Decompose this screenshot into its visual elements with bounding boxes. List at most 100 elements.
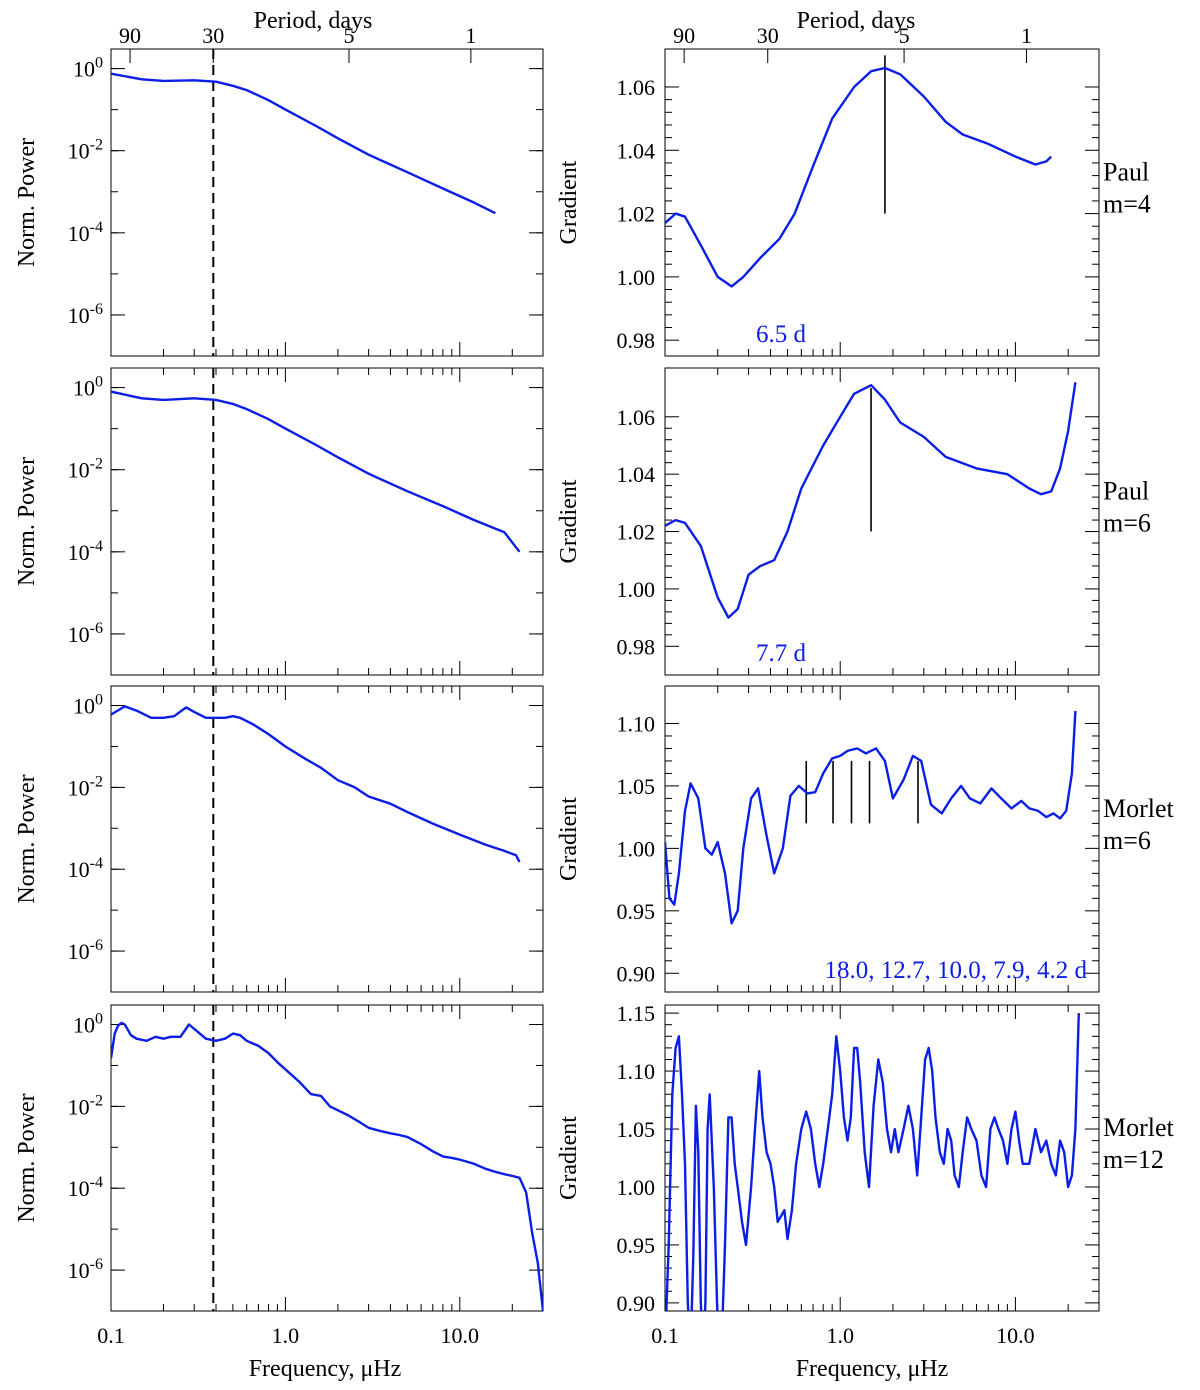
- top-axis-tick-label-left: 30: [202, 23, 224, 48]
- top-axis-title-right: Period, days: [797, 8, 916, 34]
- top-axis-title-left: Period, days: [254, 8, 373, 34]
- gradient-y-axis-title: Gradient: [556, 797, 582, 881]
- power-panel-frame: [110, 1004, 544, 1312]
- period-annotation: 6.5 d: [756, 321, 807, 348]
- power-y-tick-label: 100: [73, 374, 103, 401]
- power-curve: [111, 705, 521, 863]
- power-y-tick-label: 10-4: [68, 1174, 103, 1201]
- power-y-tick-label: 10-4: [68, 219, 103, 246]
- gradient-y-tick-label: 0.90: [617, 961, 656, 986]
- wavelet-order-label: m=6: [1103, 826, 1151, 855]
- gradient-panel-frame: [664, 1004, 1100, 1312]
- gradient-curve: [665, 66, 1053, 288]
- gradient-y-tick-label: 1.10: [617, 711, 656, 736]
- period-annotation: 18.0, 12.7, 10.0, 7.9, 4.2 d: [825, 957, 1088, 984]
- power-panel-frame: [110, 48, 544, 357]
- power-y-tick-label: 10-2: [68, 773, 103, 800]
- gradient-y-tick-label: 1.00: [617, 1175, 656, 1200]
- power-y-tick-label: 100: [73, 1011, 103, 1038]
- gradient-y-tick-label: 1.04: [617, 462, 656, 487]
- power-y-axis-title: Norm. Power: [14, 1093, 40, 1222]
- gradient-y-tick-label: 1.06: [617, 75, 656, 100]
- gradient-panel-4: 0.1 1.0 10.0 1.15 1.10 1.05 1.00 0.95 0.90 Gradie…: [556, 1001, 1175, 1348]
- gradient-panel-3: 1.10 1.05 1.00 0.95 0.90 Gradient 18.0, 12.7, …: [556, 685, 1175, 993]
- bottom-axis-tick-label-left: 1.0: [272, 1323, 300, 1348]
- top-axis-tick-label-right: 5: [899, 23, 910, 48]
- gradient-y-tick-label: 0.98: [617, 634, 656, 659]
- top-axis-tick-label-right: 30: [757, 23, 779, 48]
- gradient-y-tick-label: 1.00: [617, 836, 656, 861]
- wavelet-name-label: Paul: [1103, 158, 1149, 187]
- gradient-y-tick-label: 0.90: [617, 1291, 656, 1316]
- power-y-axis-title: Norm. Power: [14, 138, 40, 267]
- gradient-y-tick-label: 1.02: [617, 202, 656, 227]
- gradient-curve: [665, 710, 1077, 925]
- top-axis-tick-label-left: 1: [465, 23, 476, 48]
- power-y-tick-label: 10-4: [68, 855, 103, 882]
- gradient-panel-2: 1.06 1.04 1.02 1.00 0.98 Gradient 7.7 d Paul m=6: [556, 367, 1151, 676]
- wavelet-order-label: m=12: [1103, 1145, 1164, 1174]
- gradient-y-tick-label: 0.98: [617, 328, 656, 353]
- gradient-panel-1: 90 30 5 1 1.06 1.04 1.02 1.00 0.98 Gradient 6.5 d P…: [556, 23, 1151, 357]
- wavelet-name-label: Morlet: [1103, 794, 1175, 823]
- bottom-axis-tick-label-left: 10.0: [441, 1323, 480, 1348]
- gradient-y-tick-label: 1.00: [617, 577, 656, 602]
- top-axis-tick-label-left: 5: [343, 23, 354, 48]
- power-panel-frame: [110, 367, 544, 676]
- gradient-y-tick-label: 0.95: [617, 899, 656, 924]
- power-y-tick-label: 10-6: [68, 937, 103, 964]
- power-curve: [111, 1021, 543, 1311]
- gradient-y-tick-label: 1.06: [617, 405, 656, 430]
- gradient-y-tick-label: 1.02: [617, 520, 656, 545]
- bottom-axis-title-right: Frequency, μHz: [796, 1356, 949, 1382]
- gradient-curve: [665, 1013, 1080, 1311]
- bottom-axis-tick-label-right: 1.0: [826, 1323, 854, 1348]
- gradient-panel-frame: [664, 367, 1100, 676]
- gradient-y-tick-label: 1.05: [617, 1117, 656, 1142]
- power-y-tick-label: 10-4: [68, 538, 103, 565]
- bottom-axis-title-left: Frequency, μHz: [249, 1356, 402, 1382]
- gradient-y-tick-label: 1.04: [617, 138, 656, 163]
- gradient-y-tick-label: 1.05: [617, 774, 656, 799]
- wavelet-name-label: Morlet: [1103, 1113, 1175, 1142]
- power-y-axis-title: Norm. Power: [14, 774, 40, 903]
- gradient-y-axis-title: Gradient: [556, 1116, 582, 1200]
- power-panel-1: 90 30 5 1 100 10-2 10-4 10-6 Norm. Power: [14, 23, 544, 357]
- top-axis-tick-label-left: 90: [119, 23, 141, 48]
- power-y-tick-label: 100: [73, 55, 103, 82]
- power-y-tick-label: 10-2: [68, 137, 103, 164]
- gradient-y-axis-title: Gradient: [556, 160, 582, 244]
- gradient-y-tick-label: 1.15: [617, 1001, 656, 1026]
- gradient-curve: [665, 382, 1077, 619]
- power-y-tick-label: 100: [73, 692, 103, 719]
- top-axis-tick-label-right: 1: [1021, 23, 1032, 48]
- power-panel-frame: [110, 685, 544, 993]
- power-y-axis-title: Norm. Power: [14, 457, 40, 586]
- gradient-panel-frame: [664, 48, 1100, 357]
- gradient-y-tick-label: 0.95: [617, 1233, 656, 1258]
- power-panel-2: 100 10-2 10-4 10-6 Norm. Power: [14, 367, 544, 676]
- wavelet-order-label: m=6: [1103, 509, 1151, 538]
- gradient-y-axis-title: Gradient: [556, 479, 582, 563]
- bottom-axis-tick-label-right: 10.0: [996, 1323, 1035, 1348]
- top-axis-tick-label-right: 90: [673, 23, 695, 48]
- period-annotation: 7.7 d: [756, 640, 807, 667]
- gradient-panel-frame: [664, 685, 1100, 993]
- power-y-tick-label: 10-6: [68, 620, 103, 647]
- power-curve: [111, 390, 521, 553]
- gradient-y-tick-label: 1.00: [617, 265, 656, 290]
- power-y-tick-label: 10-2: [68, 1092, 103, 1119]
- bottom-axis-tick-label-right: 0.1: [651, 1323, 679, 1348]
- bottom-axis-tick-label-left: 0.1: [97, 1323, 125, 1348]
- power-y-tick-label: 10-6: [68, 301, 103, 328]
- power-curve: [111, 72, 496, 215]
- gradient-y-tick-label: 1.10: [617, 1059, 656, 1084]
- power-y-tick-label: 10-6: [68, 1256, 103, 1283]
- panels: 90 30 5 1 100 10-2 10-4 10-6 Norm. Power 90 30 5 1 1.…: [14, 23, 1175, 1348]
- power-panel-3: 100 10-2 10-4 10-6 Norm. Power: [14, 685, 544, 993]
- power-panel-4: 0.1 1.0 10.0 100 10-2 10-4 10-6 Norm. Power: [14, 1004, 544, 1348]
- power-y-tick-label: 10-2: [68, 456, 103, 483]
- wavelet-order-label: m=4: [1103, 190, 1151, 219]
- wavelet-name-label: Paul: [1103, 477, 1149, 506]
